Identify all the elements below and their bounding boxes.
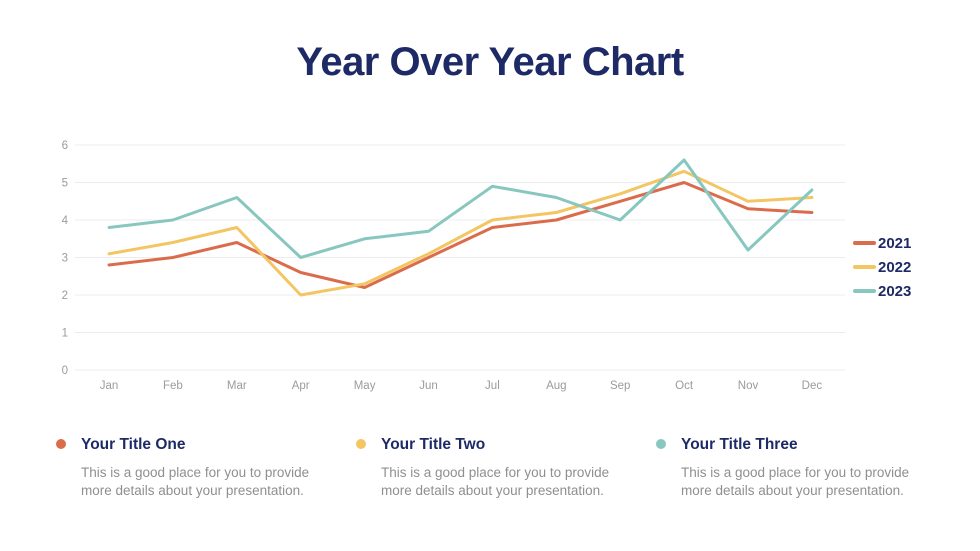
legend-label: 2021: [878, 234, 912, 252]
x-axis-tick-label: Oct: [675, 380, 694, 392]
x-axis-tick-label: Nov: [738, 380, 759, 392]
legend-item-2023: 2023: [853, 279, 911, 303]
x-axis-tick-label: Jan: [100, 380, 119, 392]
x-axis-tick-label: Apr: [292, 380, 310, 392]
footer-note-description: This is a good place for you to provide …: [81, 465, 310, 498]
x-axis-tick-label: Sep: [610, 380, 630, 392]
y-axis-tick-label: 2: [62, 290, 68, 302]
footer-note-title: Your Title Two: [381, 436, 486, 453]
bullet-dot-icon: [56, 439, 66, 449]
x-axis-tick-label: Jun: [419, 380, 438, 392]
y-axis-tick-label: 4: [62, 215, 69, 227]
y-axis-tick-label: 1: [62, 328, 68, 340]
footer-note-title: Your Title Three: [681, 436, 798, 453]
legend-swatch-2023: [853, 289, 876, 293]
bullet-dot-icon: [356, 439, 366, 449]
series-line-2021: [107, 181, 814, 289]
legend-item-2021: 2021: [853, 231, 911, 255]
footer-note-three: Your Title Three This is a good place fo…: [656, 436, 936, 499]
y-axis-tick-label: 3: [62, 253, 68, 265]
x-axis-tick-label: May: [354, 380, 376, 392]
x-axis-tick-label: Jul: [485, 380, 500, 392]
footer-note-description: This is a good place for you to provide …: [381, 465, 610, 498]
legend-label: 2023: [878, 282, 912, 300]
footer-note-two: Your Title Two This is a good place for …: [356, 436, 636, 499]
y-axis-tick-label: 0: [62, 365, 68, 377]
x-axis-tick-label: Aug: [546, 380, 566, 392]
legend-label: 2022: [878, 258, 912, 276]
x-axis-tick-label: Dec: [802, 380, 823, 392]
y-axis-tick-label: 5: [62, 178, 68, 190]
y-axis-tick-label: 6: [62, 140, 68, 152]
footer-note-title: Your Title One: [81, 436, 186, 453]
chart-legend: 2021 2022 2023: [853, 231, 911, 303]
bullet-dot-icon: [656, 439, 666, 449]
x-axis-tick-label: Feb: [163, 380, 183, 392]
legend-swatch-2022: [853, 265, 876, 269]
series-line-2023: [107, 158, 814, 259]
slide-title: Year Over Year Chart: [296, 40, 684, 84]
footer-note-description: This is a good place for you to provide …: [681, 465, 910, 498]
x-axis-tick-label: Mar: [227, 380, 247, 392]
legend-item-2022: 2022: [853, 255, 911, 279]
legend-swatch-2021: [853, 241, 876, 245]
footer-note-one: Your Title One This is a good place for …: [56, 436, 336, 499]
